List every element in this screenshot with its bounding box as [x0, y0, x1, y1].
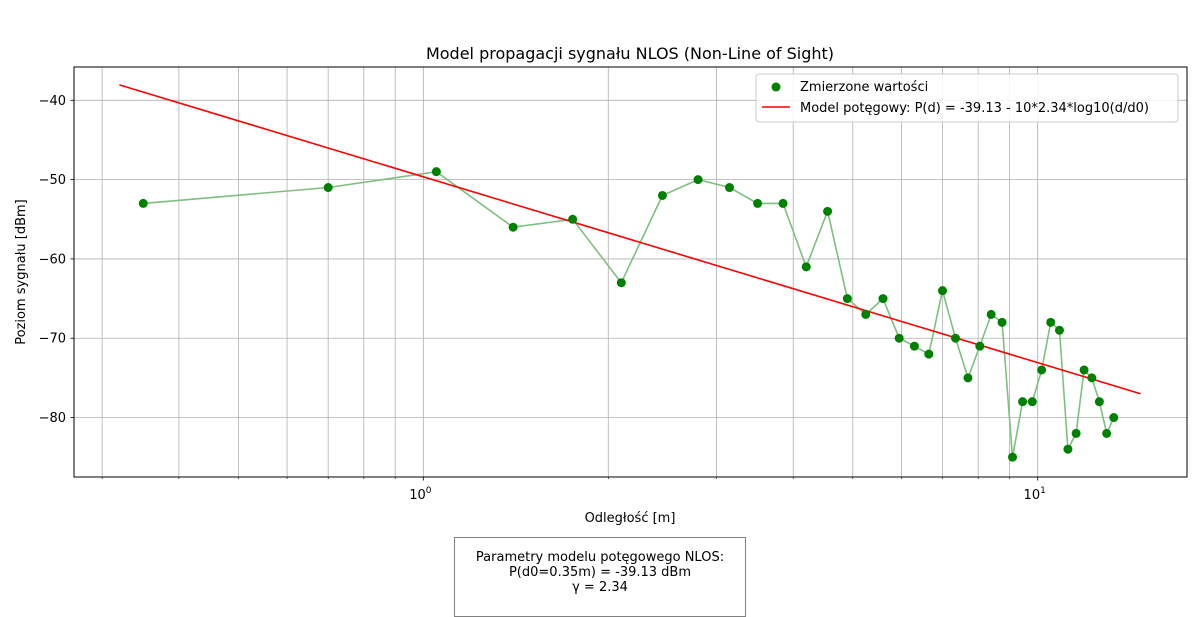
data-point	[861, 309, 871, 319]
axes-frame	[73, 66, 1188, 478]
data-point	[778, 198, 788, 208]
data-point	[693, 175, 703, 185]
data-point	[997, 317, 1007, 327]
model-line	[119, 84, 1141, 395]
data-point	[1109, 413, 1119, 423]
data-point	[657, 190, 667, 200]
data-point	[1027, 397, 1037, 407]
data-point	[1071, 428, 1081, 438]
x-axis-label: Odległość [m]	[585, 511, 676, 526]
data-point	[963, 373, 973, 383]
data-point	[1063, 444, 1073, 454]
y-axis-label: Poziom sygnału [dBm]	[14, 199, 29, 344]
data-point	[1087, 373, 1097, 383]
legend-scatter-marker	[771, 82, 781, 92]
data-point	[938, 286, 948, 296]
data-point	[1008, 452, 1018, 462]
x-tick-label-exponent: 1	[1040, 486, 1046, 496]
y-tick-label: −70	[39, 332, 66, 347]
data-point	[924, 349, 934, 359]
data-point	[894, 333, 904, 343]
data-point	[138, 198, 148, 208]
data-point	[986, 309, 996, 319]
data-point	[878, 294, 888, 304]
legend-entry-model: Model potęgowy: P(d) = -39.13 - 10*2.34*…	[800, 101, 1149, 116]
legend-entry-measured: Zmierzone wartości	[800, 80, 928, 95]
data-point	[842, 294, 852, 304]
data-point	[909, 341, 919, 351]
y-tick-label: −50	[39, 173, 66, 188]
x-tick-label: 100	[409, 486, 432, 503]
data-point	[616, 278, 626, 288]
data-point	[1079, 365, 1089, 375]
y-tick-label: −80	[39, 411, 66, 426]
model-parameters-box: Parametry modelu potęgowego NLOS: P(d0=0…	[454, 537, 746, 617]
data-point	[323, 183, 333, 193]
data-point	[508, 222, 518, 232]
data-point	[823, 206, 833, 216]
data-point	[801, 262, 811, 272]
measured-connecting-line	[143, 170, 1115, 458]
data-point	[1046, 317, 1056, 327]
data-point	[1094, 397, 1104, 407]
data-point	[1102, 428, 1112, 438]
y-tick-label: −40	[39, 94, 66, 109]
x-tick-label: 101	[1024, 486, 1046, 503]
grid	[74, 67, 1187, 477]
data-point	[568, 214, 578, 224]
data-point	[431, 167, 441, 177]
chart-title: Model propagacji sygnału NLOS (Non-Line …	[426, 44, 834, 63]
data-point	[753, 198, 763, 208]
data-point	[951, 333, 961, 343]
data-point	[724, 183, 734, 193]
data-point	[975, 341, 985, 351]
legend: Zmierzone wartości Model potęgowy: P(d) …	[755, 73, 1179, 123]
param-box-gamma: γ = 2.34	[572, 580, 628, 595]
chart: Model propagacji sygnału NLOS (Non-Line …	[14, 44, 1188, 526]
x-tick-label-base: 10	[409, 488, 426, 503]
data-point	[1037, 365, 1047, 375]
x-tick-label-base: 10	[1024, 488, 1041, 503]
y-tick-label: −60	[39, 252, 66, 267]
data-point	[1018, 397, 1028, 407]
x-tick-label-exponent: 0	[426, 486, 432, 496]
param-box-reference-power: P(d0=0.35m) = -39.13 dBm	[508, 565, 692, 580]
legend-frame	[755, 73, 1179, 123]
param-box-heading: Parametry modelu potęgowego NLOS:	[475, 550, 725, 565]
data-point	[1054, 325, 1064, 335]
series-layer	[119, 84, 1141, 462]
